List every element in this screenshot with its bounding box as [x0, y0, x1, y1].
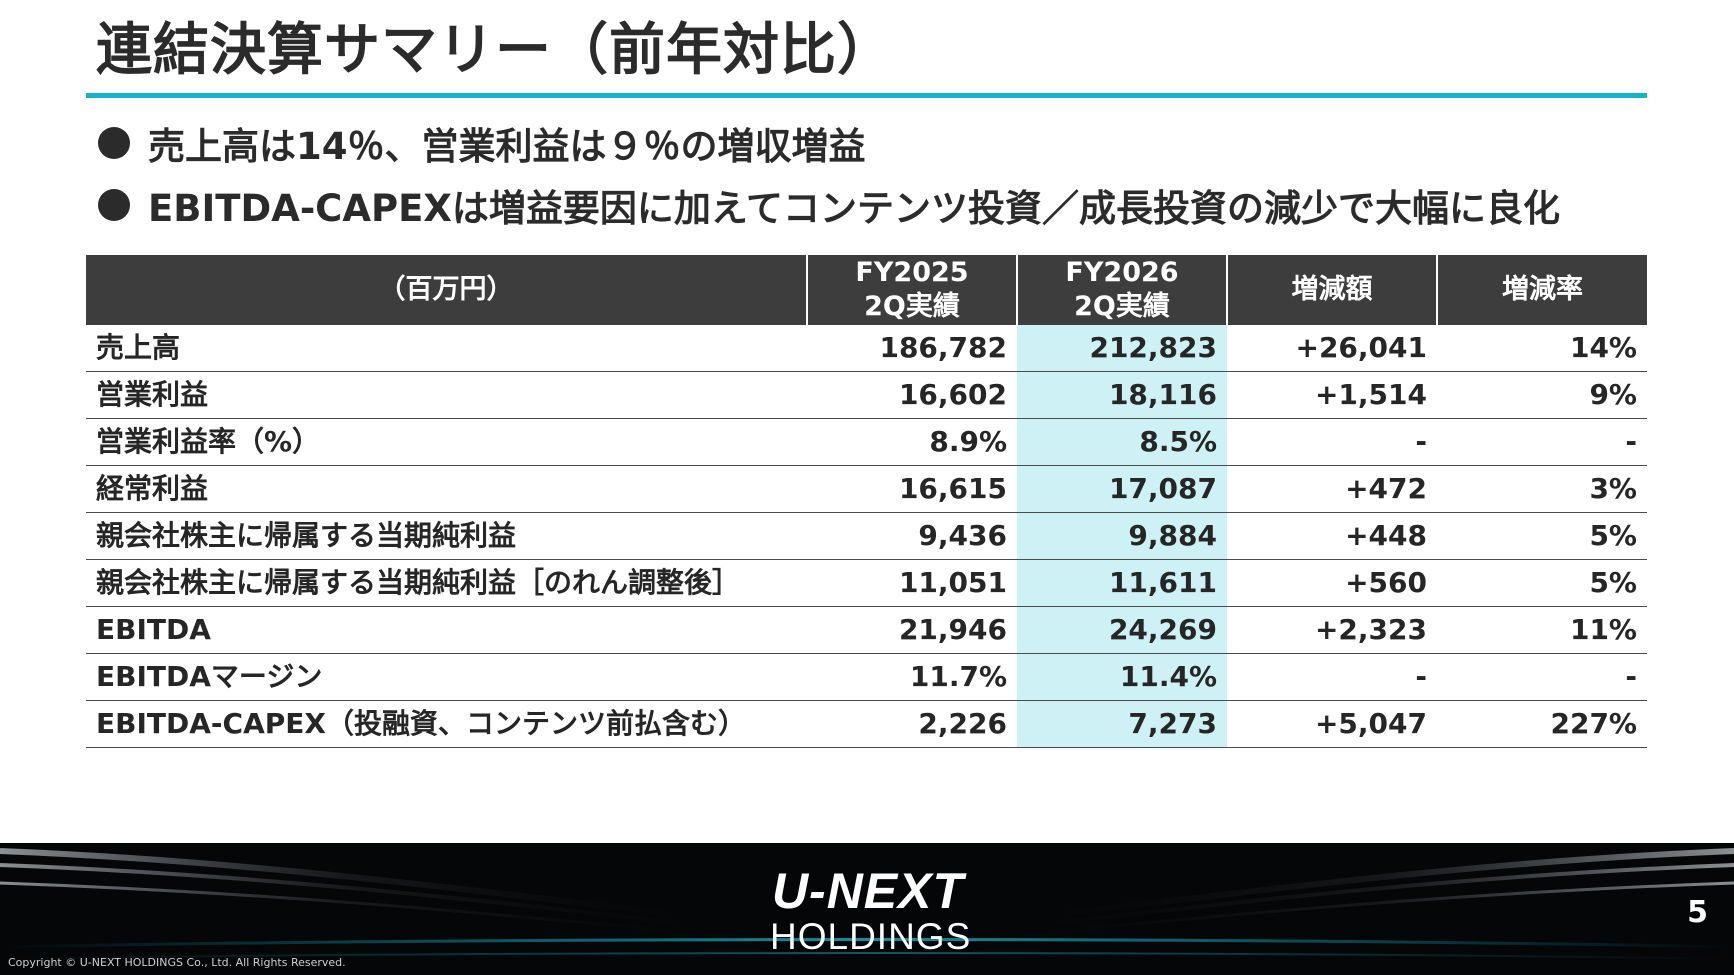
cell-fy2026: 212,823 — [1017, 325, 1227, 372]
cell-fy2025: 16,615 — [807, 465, 1017, 513]
cell-rate: - — [1437, 418, 1647, 466]
cell-rate: 227% — [1437, 700, 1647, 748]
page-number: 5 — [1687, 895, 1708, 930]
cell-fy2026: 11.4% — [1017, 653, 1227, 701]
logo-wordmark: U-NEXT — [771, 863, 965, 919]
header-fy2025: FY2025 2Q実績 — [807, 255, 1018, 325]
cell-change: +448 — [1227, 512, 1437, 560]
bullet-dot-icon — [98, 189, 130, 221]
footer-banner: U-NEXT HOLDINGS 5 Copyright © U-NEXT HOL… — [0, 843, 1734, 975]
table-row: EBITDAマージン 11.7% 11.4% - - — [86, 653, 1647, 701]
cell-fy2026: 8.5% — [1017, 418, 1227, 466]
row-label: EBITDAマージン — [86, 653, 807, 701]
cell-fy2026: 17,087 — [1017, 465, 1227, 513]
cell-rate: - — [1437, 653, 1647, 701]
cell-fy2025: 11,051 — [807, 559, 1017, 607]
header-change-amount: 増減額 — [1227, 255, 1438, 325]
cell-change: +472 — [1227, 465, 1437, 513]
cell-rate: 9% — [1437, 371, 1647, 419]
table-row: 親会社株主に帰属する当期純利益 9,436 9,884 +448 5% — [86, 512, 1647, 560]
cell-fy2025: 11.7% — [807, 653, 1017, 701]
cell-change: +2,323 — [1227, 606, 1437, 654]
cell-fy2025: 16,602 — [807, 371, 1017, 419]
table-row: 売上高 186,782 212,823 +26,041 14% — [86, 325, 1647, 372]
bullet-item: EBITDA-CAPEXは増益要因に加えてコンテンツ投資／成長投資の減少で大幅に… — [98, 174, 1560, 236]
title-underline — [86, 93, 1647, 98]
company-logo: U-NEXT HOLDINGS — [770, 863, 972, 957]
cell-fy2026: 7,273 — [1017, 700, 1227, 748]
table-row: 営業利益 16,602 18,116 +1,514 9% — [86, 371, 1647, 419]
cell-rate: 5% — [1437, 559, 1647, 607]
header-fy2025-period: 2Q実績 — [864, 291, 960, 322]
cell-change: - — [1227, 653, 1437, 701]
copyright-text: Copyright © U-NEXT HOLDINGS Co., Ltd. Al… — [8, 956, 346, 969]
slide-title: 連結決算サマリー（前年対比） — [96, 18, 894, 83]
cell-fy2025: 9,436 — [807, 512, 1017, 560]
financial-summary-table: （百万円） FY2025 2Q実績 FY2026 2Q実績 増減額 増減率 売上… — [86, 255, 1647, 748]
light-streaks-decoration — [0, 848, 1734, 960]
table-row: EBITDA 21,946 24,269 +2,323 11% — [86, 606, 1647, 654]
cell-rate: 11% — [1437, 606, 1647, 654]
header-fy2026-year: FY2026 — [1065, 257, 1179, 288]
cell-change: +1,514 — [1227, 371, 1437, 419]
row-label: 売上高 — [86, 325, 807, 372]
header-change-rate: 増減率 — [1437, 255, 1647, 325]
bullet-text: 売上高は14％、営業利益は９％の増収増益 — [148, 125, 866, 168]
row-label: EBITDA — [86, 606, 807, 654]
row-label: 親会社株主に帰属する当期純利益 — [86, 512, 807, 560]
cell-fy2025: 2,226 — [807, 700, 1017, 748]
cell-change: +560 — [1227, 559, 1437, 607]
bullet-list: 売上高は14％、営業利益は９％の増収増益 EBITDA-CAPEXは増益要因に加… — [98, 112, 1560, 236]
cell-fy2026: 18,116 — [1017, 371, 1227, 419]
header-unit: （百万円） — [86, 255, 808, 325]
cell-fy2026: 11,611 — [1017, 559, 1227, 607]
bullet-text: EBITDA-CAPEXは増益要因に加えてコンテンツ投資／成長投資の減少で大幅に… — [148, 187, 1561, 230]
cell-fy2025: 8.9% — [807, 418, 1017, 466]
row-label: 営業利益 — [86, 371, 807, 419]
header-fy2025-year: FY2025 — [855, 257, 969, 288]
table-row: 営業利益率（%） 8.9% 8.5% - - — [86, 418, 1647, 466]
row-label: 親会社株主に帰属する当期純利益［のれん調整後］ — [86, 559, 807, 607]
bullet-item: 売上高は14％、営業利益は９％の増収増益 — [98, 112, 1560, 174]
cell-change: - — [1227, 418, 1437, 466]
table-header-row: （百万円） FY2025 2Q実績 FY2026 2Q実績 増減額 増減率 — [86, 255, 1647, 325]
cell-change: +26,041 — [1227, 325, 1437, 372]
cell-fy2025: 21,946 — [807, 606, 1017, 654]
table-row: 親会社株主に帰属する当期純利益［のれん調整後］ 11,051 11,611 +5… — [86, 559, 1647, 607]
cell-fy2025: 186,782 — [807, 325, 1017, 372]
cell-change: +5,047 — [1227, 700, 1437, 748]
table-row: 経常利益 16,615 17,087 +472 3% — [86, 465, 1647, 513]
row-label: 経常利益 — [86, 465, 807, 513]
cell-fy2026: 9,884 — [1017, 512, 1227, 560]
header-fy2026-period: 2Q実績 — [1074, 291, 1170, 322]
cell-rate: 5% — [1437, 512, 1647, 560]
row-label: 営業利益率（%） — [86, 418, 807, 466]
row-label: EBITDA-CAPEX（投融資、コンテンツ前払含む） — [86, 700, 807, 748]
logo-subtitle: HOLDINGS — [770, 916, 972, 957]
header-fy2026: FY2026 2Q実績 — [1017, 255, 1228, 325]
cell-rate: 3% — [1437, 465, 1647, 513]
cell-fy2026: 24,269 — [1017, 606, 1227, 654]
table-row: EBITDA-CAPEX（投融資、コンテンツ前払含む） 2,226 7,273 … — [86, 700, 1647, 748]
cell-rate: 14% — [1437, 325, 1647, 372]
bullet-dot-icon — [98, 127, 130, 159]
